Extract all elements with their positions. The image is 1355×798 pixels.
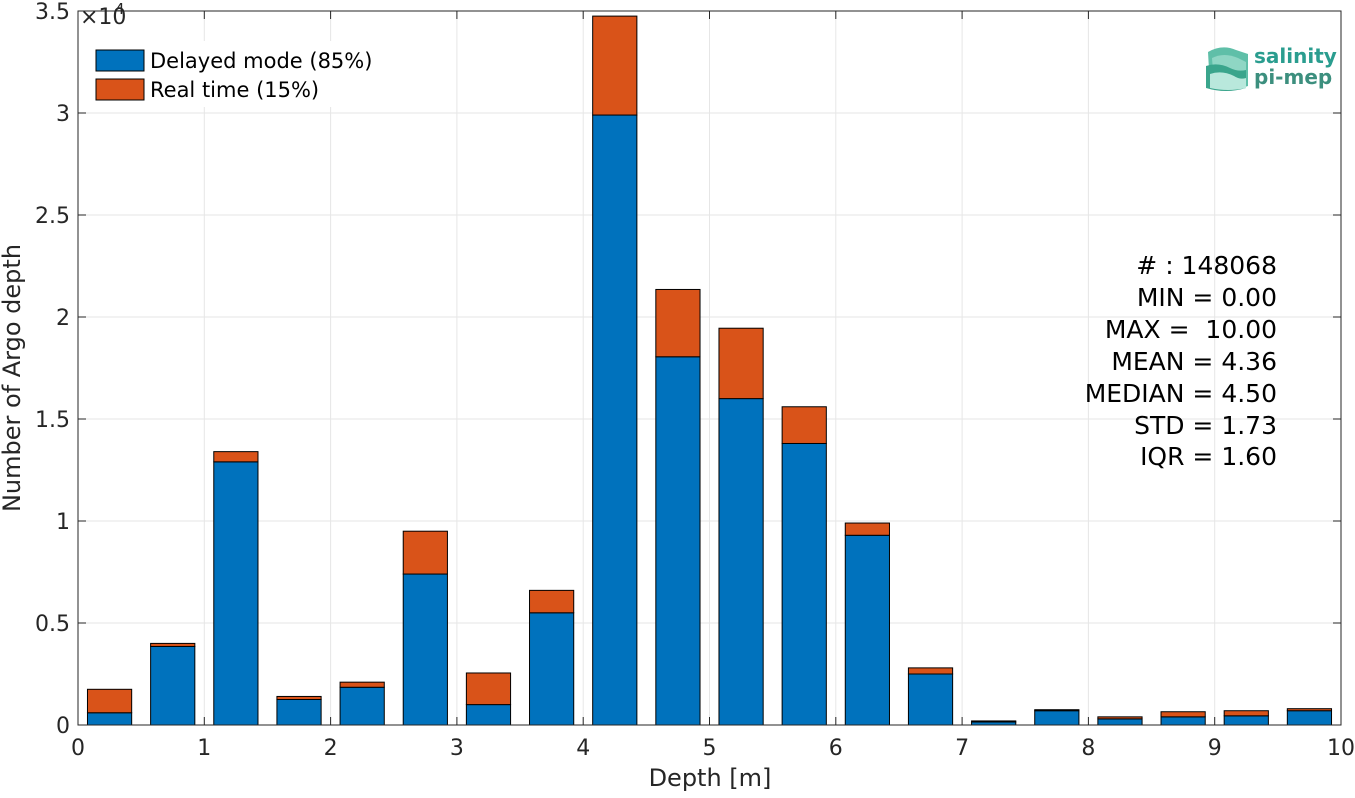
x-tick-label: 4 <box>576 736 590 761</box>
bar-delayed-mode <box>907 673 954 726</box>
bar-delayed-mode <box>655 356 701 726</box>
bar-real-time <box>86 688 133 714</box>
bar-delayed-mode <box>465 704 512 726</box>
bar-real-time <box>1223 710 1269 717</box>
x-tick-label: 1 <box>197 736 211 761</box>
x-tick-label: 10 <box>1327 736 1355 761</box>
bar-delayed-mode <box>86 712 133 726</box>
stats-std: STD = 1.73 <box>1134 411 1277 440</box>
legend-swatch-real-time <box>95 78 145 101</box>
bar-real-time <box>1160 711 1206 718</box>
x-tick-label: 7 <box>955 736 969 761</box>
stats-max: MAX = 10.00 <box>1105 315 1277 344</box>
logo-text-pi-mep: pi-mep <box>1254 65 1332 89</box>
y-tick-label: 3 <box>56 102 70 127</box>
bar-real-time <box>150 642 196 647</box>
stats-median: MEDIAN = 4.50 <box>1085 379 1277 408</box>
axes <box>77 10 1342 726</box>
bar-real-time <box>276 695 322 701</box>
bar-real-time <box>718 327 764 400</box>
bar-real-time <box>402 530 448 575</box>
logo-wave-icon <box>1206 47 1248 91</box>
stats-mean: MEAN = 4.36 <box>1111 347 1277 376</box>
bar-delayed-mode <box>781 442 827 726</box>
y-tick-label: 0.5 <box>35 612 70 637</box>
bar-delayed-mode <box>276 699 322 726</box>
bar-delayed-mode <box>1223 715 1269 726</box>
x-tick-label: 0 <box>71 736 85 761</box>
legend-label-real-time: Real time (15%) <box>150 78 319 102</box>
bar-delayed-mode <box>1034 710 1080 726</box>
y-exponent-power: 4 <box>115 0 125 18</box>
bar-real-time <box>1097 716 1143 720</box>
bar-delayed-mode <box>1160 716 1206 726</box>
bar-real-time <box>781 406 827 444</box>
x-tick-label: 2 <box>324 736 338 761</box>
stats-block: # : 148068 MIN = 0.00 MAX = 10.00 MEAN =… <box>1085 251 1277 471</box>
tick-labels: 0 1 2 3 4 5 6 7 8 9 10 0 0.5 1 1.5 2 2.5 3 3.5 <box>35 0 1355 761</box>
stats-count: # : 148068 <box>1136 251 1277 280</box>
y-tick-label: 2.5 <box>35 204 70 229</box>
bar-delayed-mode <box>213 461 259 726</box>
y-tick-label: 1 <box>56 510 70 535</box>
x-tick-label: 3 <box>450 736 464 761</box>
bar-delayed-mode <box>339 686 385 726</box>
salinity-pi-mep-logo: salinity pi-mep <box>1206 44 1337 91</box>
y-axis-label: Number of Argo depth <box>0 244 26 512</box>
y-tick-label: 1.5 <box>35 408 70 433</box>
bar-real-time <box>844 522 890 536</box>
logo-text-salinity: salinity <box>1254 44 1337 68</box>
bar-real-time <box>529 589 575 614</box>
bar-delayed-mode <box>1286 710 1333 726</box>
bar-delayed-mode <box>150 645 196 726</box>
stats-min: MIN = 0.00 <box>1137 283 1277 312</box>
bar-delayed-mode <box>1097 718 1143 726</box>
y-tick-label: 3.5 <box>35 0 70 25</box>
legend-swatch-delayed-mode <box>95 49 145 72</box>
bar-delayed-mode <box>844 534 890 726</box>
bar-real-time <box>339 681 385 688</box>
x-tick-label: 8 <box>1081 736 1095 761</box>
bar-real-time <box>655 288 701 358</box>
x-tick-label: 6 <box>829 736 843 761</box>
bar-real-time <box>213 451 259 463</box>
bar-delayed-mode <box>718 398 764 726</box>
bar-real-time <box>465 672 512 706</box>
y-tick-label: 2 <box>56 306 70 331</box>
x-axis-label: Depth [m] <box>649 764 772 792</box>
legend: Delayed mode (85%) Real time (15%) <box>86 41 386 107</box>
bar-real-time <box>907 667 954 675</box>
x-tick-label: 9 <box>1208 736 1222 761</box>
x-tick-label: 5 <box>703 736 717 761</box>
bar-delayed-mode <box>529 612 575 726</box>
bar-real-time <box>971 720 1017 723</box>
legend-label-delayed-mode: Delayed mode (85%) <box>150 49 372 73</box>
bar-delayed-mode <box>592 114 638 726</box>
bar-real-time <box>592 15 638 116</box>
bars <box>86 15 1333 726</box>
y-tick-label: 0 <box>56 714 70 739</box>
bar-real-time <box>1286 708 1333 712</box>
bar-delayed-mode <box>402 573 448 726</box>
y-exponent-label: ×10 <box>80 5 126 30</box>
bar-real-time <box>1034 709 1080 712</box>
stats-iqr: IQR = 1.60 <box>1140 442 1277 471</box>
